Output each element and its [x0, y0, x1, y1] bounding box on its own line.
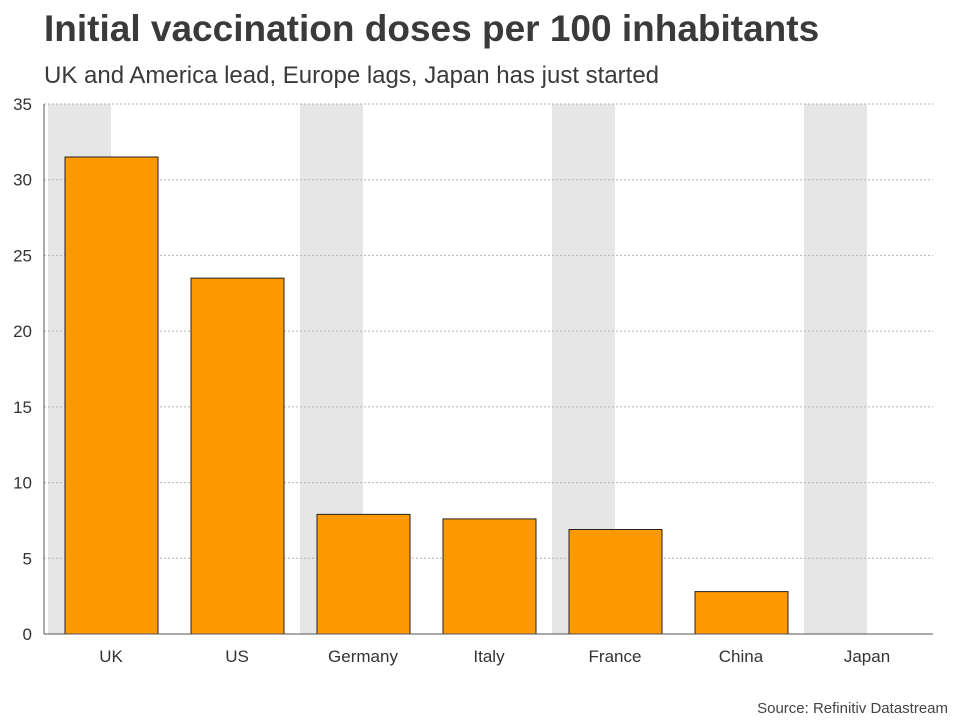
background-band — [804, 104, 867, 634]
gridlines — [44, 103, 933, 559]
bar-germany — [316, 513, 411, 635]
source-note: Source: Refinitiv Datastream — [757, 700, 948, 717]
x-tick-label: Germany — [328, 647, 398, 666]
y-tick-label: 20 — [13, 322, 32, 341]
y-tick-label: 5 — [23, 549, 32, 568]
y-tick-label: 35 — [13, 95, 32, 114]
y-tick-label: 30 — [13, 171, 32, 190]
x-tick-label: France — [589, 647, 642, 666]
x-tick-label: UK — [99, 647, 123, 666]
chart-subtitle: UK and America lead, Europe lags, Japan … — [44, 62, 660, 89]
chart-title: Initial vaccination doses per 100 inhabi… — [44, 8, 820, 49]
x-axis-ticks: UK US Germany Italy France China Japan — [99, 647, 890, 666]
y-axis-ticks: 0 5 10 15 20 25 30 35 — [13, 95, 32, 644]
bar-italy — [442, 518, 537, 635]
bar-us — [190, 277, 285, 635]
bar-uk — [64, 156, 159, 635]
y-tick-label: 0 — [23, 625, 32, 644]
x-tick-label: China — [719, 647, 764, 666]
y-tick-label: 10 — [13, 474, 32, 493]
bars — [64, 156, 789, 635]
x-tick-label: Italy — [473, 647, 505, 666]
bar-china — [694, 591, 789, 635]
y-tick-label: 15 — [13, 398, 32, 417]
y-tick-label: 25 — [13, 246, 32, 265]
x-tick-label: Japan — [844, 647, 890, 666]
x-tick-label: US — [225, 647, 249, 666]
bar-france — [568, 529, 663, 635]
